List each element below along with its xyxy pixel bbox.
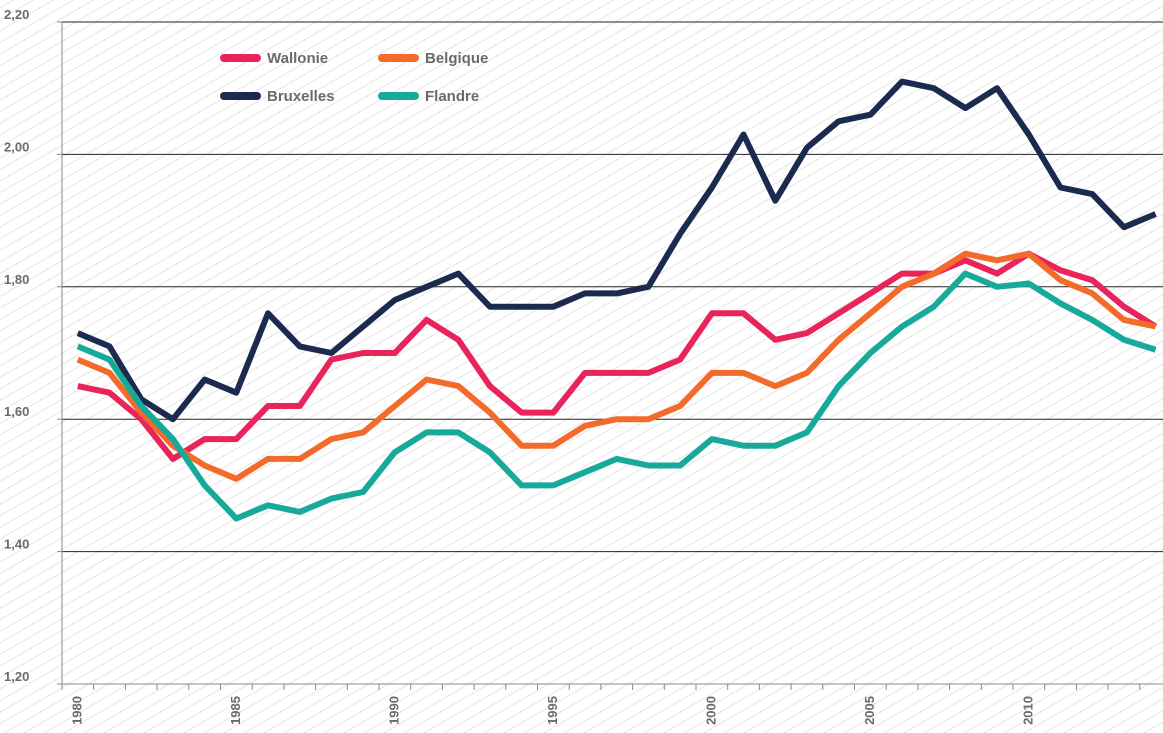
series-line (76, 250, 1157, 482)
y-tick-label: 2,00 (4, 139, 29, 154)
legend-label: Belgique (425, 50, 488, 67)
legend-label: Bruxelles (267, 88, 335, 105)
x-tick-label: 1980 (69, 696, 84, 725)
legend-label: Flandre (425, 88, 479, 105)
y-tick-label: 1,40 (4, 537, 29, 552)
y-tick-label: 1,60 (4, 404, 29, 419)
series-line (77, 250, 1158, 462)
x-tick-label: 1985 (228, 696, 243, 725)
x-tick-label: 2000 (703, 696, 718, 725)
x-tick-label: 2005 (862, 696, 877, 725)
legend-label: Wallonie (267, 50, 328, 67)
x-tick-label: 1990 (386, 696, 401, 725)
x-tick-label: 1995 (545, 696, 560, 725)
series-line (76, 78, 1157, 423)
x-tick-label: 2010 (1020, 696, 1035, 725)
y-tick-label: 1,20 (4, 669, 29, 684)
y-tick-label: 1,80 (4, 272, 29, 287)
series-line (76, 270, 1157, 522)
y-tick-label: 2,20 (4, 7, 29, 22)
